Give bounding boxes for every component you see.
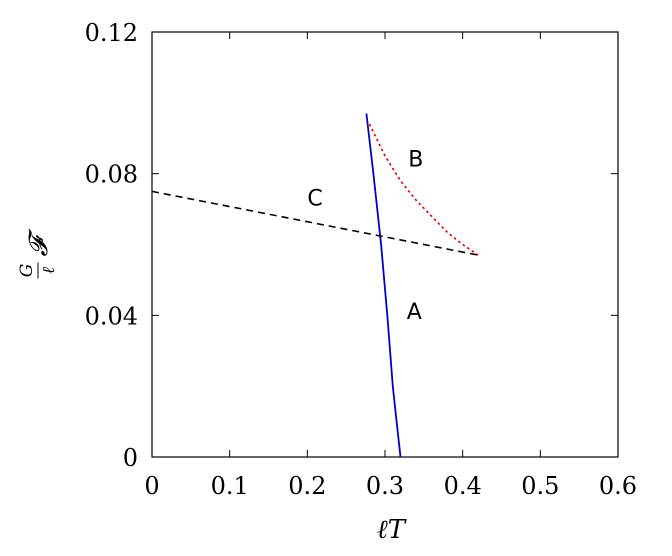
x-tick-label: 0.4	[444, 472, 482, 500]
tick-labels: 0 0.1 0.2 0.3 0.4 0.5 0.6 0 0.04 0.08 0.12	[85, 19, 638, 500]
curve-label-a: A	[407, 300, 422, 325]
y-axis-title-symbol: 𝓕	[24, 229, 54, 257]
x-tick-label: 0.5	[521, 472, 559, 500]
x-tick-label: 0.6	[599, 472, 637, 500]
series-line-b	[368, 123, 479, 256]
curve-label-c: C	[307, 187, 322, 212]
y-tick-label: 0	[123, 444, 138, 472]
curve-label-b: B	[408, 148, 423, 173]
x-tick-label: 0.3	[366, 472, 404, 500]
series-layer	[151, 113, 479, 458]
y-tick-label: 0.12	[85, 19, 138, 47]
series-line-a	[365, 113, 402, 458]
x-tick-label: 0	[144, 472, 159, 500]
y-axis-title-numerator: G	[17, 264, 37, 278]
y-axis-title-denominator: ℓ	[39, 267, 59, 274]
series-line-c	[151, 190, 479, 256]
y-tick-label: 0.04	[85, 302, 138, 330]
x-tick-label: 0.2	[288, 472, 326, 500]
x-tick-label: 0.1	[211, 472, 249, 500]
axis-ticks	[151, 31, 619, 458]
plot-border	[151, 31, 619, 458]
x-axis-title: ℓT	[377, 515, 407, 545]
annotation-layer: A B C	[307, 148, 423, 325]
y-tick-label: 0.08	[85, 161, 138, 189]
plot-frame	[151, 31, 619, 458]
